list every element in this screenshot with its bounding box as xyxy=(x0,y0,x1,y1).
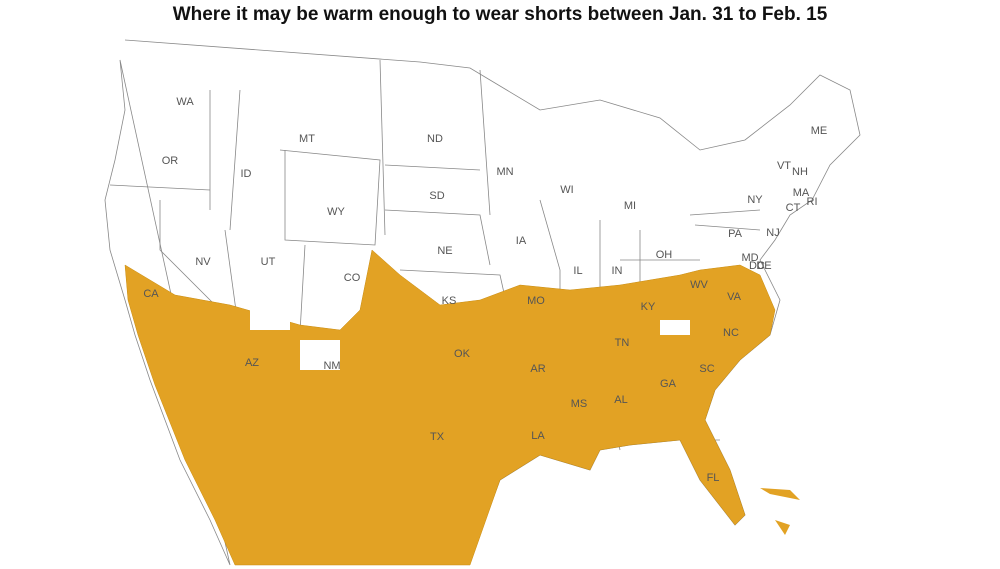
state-label: NE xyxy=(437,245,452,257)
state-label: NM xyxy=(323,360,340,372)
cold-patches xyxy=(250,310,690,370)
state-label: UT xyxy=(261,256,276,268)
state-label: WA xyxy=(176,96,194,108)
state-label: LA xyxy=(531,430,545,442)
state-label: NV xyxy=(195,256,211,268)
state-label: AR xyxy=(530,363,545,375)
state-label: CA xyxy=(143,288,159,300)
baja xyxy=(150,340,240,532)
state-label: NY xyxy=(747,194,763,206)
state-label: IN xyxy=(612,265,623,277)
state-label: VT xyxy=(777,160,791,172)
state-label: ID xyxy=(241,168,252,180)
state-label: ND xyxy=(427,133,443,145)
state-label: NH xyxy=(792,166,808,178)
state-label: MA xyxy=(793,187,810,199)
state-label: AZ xyxy=(245,357,259,369)
state-label: RI xyxy=(807,196,818,208)
state-label: TN xyxy=(615,337,630,349)
state-label: IL xyxy=(573,265,582,277)
cold-patch xyxy=(300,340,340,370)
cold-patch xyxy=(660,320,690,335)
state-label: AL xyxy=(614,394,627,406)
state-label: FL xyxy=(707,472,720,484)
state-label: OR xyxy=(162,155,179,167)
state-label: DC xyxy=(749,260,765,272)
state-label: GA xyxy=(660,378,677,390)
state-label: OK xyxy=(454,348,471,360)
state-label: MO xyxy=(527,295,545,307)
state-label: DE xyxy=(756,260,771,272)
state-label: IA xyxy=(516,235,527,247)
state-label: MS xyxy=(571,398,588,410)
state-label: MT xyxy=(299,133,315,145)
state-label: PA xyxy=(728,228,743,240)
state-label: MI xyxy=(624,200,636,212)
state-label: WI xyxy=(560,184,573,196)
state-label: NJ xyxy=(766,227,779,239)
state-label: SC xyxy=(699,363,714,375)
state-label: KY xyxy=(641,301,656,313)
state-label: TX xyxy=(430,431,445,443)
state-label: CT xyxy=(786,202,801,214)
state-label: VA xyxy=(727,291,742,303)
state-label: MD xyxy=(741,252,758,264)
cold-patch xyxy=(250,310,290,330)
state-label: ME xyxy=(811,125,828,137)
state-label: NC xyxy=(723,327,739,339)
state-label: WY xyxy=(327,206,345,218)
state-label: WV xyxy=(690,279,708,291)
state-label: MN xyxy=(496,166,513,178)
state-label: KS xyxy=(442,295,457,307)
state-label: CO xyxy=(344,272,361,284)
state-label: SD xyxy=(429,190,444,202)
map-title: Where it may be warm enough to wear shor… xyxy=(172,4,828,25)
state-label: OH xyxy=(656,249,673,261)
state-labels: WA MT ND OR ID WY SD MN WI MI ME VT NH NY MA CT RI NV UT CO… xyxy=(143,96,827,484)
cuba xyxy=(760,488,800,535)
